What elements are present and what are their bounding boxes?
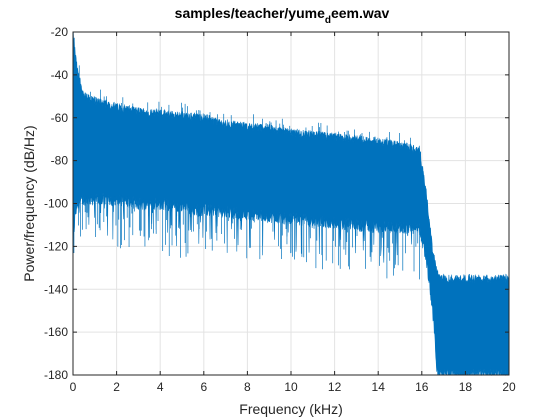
x-tick-label: 6 (200, 380, 207, 394)
x-tick-label: 8 (244, 380, 251, 394)
x-tick-label: 16 (415, 380, 429, 394)
y-tick-label: -80 (51, 154, 69, 168)
y-axis-label: Power/frequency (dB/Hz) (21, 125, 37, 281)
y-tick-label: -160 (44, 325, 68, 339)
chart-title-main: samples/teacher/yume (175, 5, 325, 21)
x-axis-label: Frequency (kHz) (239, 401, 342, 417)
chart-title: samples/teacher/yumedeem.wav (175, 5, 390, 26)
tick-marks (72, 31, 510, 376)
x-tick-label: 20 (502, 380, 516, 394)
x-tick-label: 0 (70, 380, 77, 394)
chart-title-rest: eem.wav (331, 5, 390, 21)
x-tick-label: 2 (113, 380, 120, 394)
x-tick-label: 18 (459, 380, 473, 394)
y-tick-label: -20 (51, 25, 69, 39)
x-tick-labels: 0 2 4 6 8 10 12 14 16 18 20 (70, 380, 516, 394)
y-tick-label: -120 (44, 239, 68, 253)
chart-title-subscript: d (325, 15, 331, 26)
x-tick-label: 12 (328, 380, 342, 394)
y-tick-label: -180 (44, 368, 68, 382)
y-tick-label: -40 (51, 68, 69, 82)
psd-series-spikes (73, 194, 420, 280)
y-tick-label: -60 (51, 111, 69, 125)
y-tick-label: -140 (44, 282, 68, 296)
x-tick-label: 14 (372, 380, 386, 394)
x-tick-label: 4 (157, 380, 164, 394)
y-tick-label: -100 (44, 197, 68, 211)
x-tick-label: 10 (284, 380, 298, 394)
y-tick-labels: -180 -160 -140 -120 -100 -80 -60 -40 -20 (44, 25, 68, 382)
